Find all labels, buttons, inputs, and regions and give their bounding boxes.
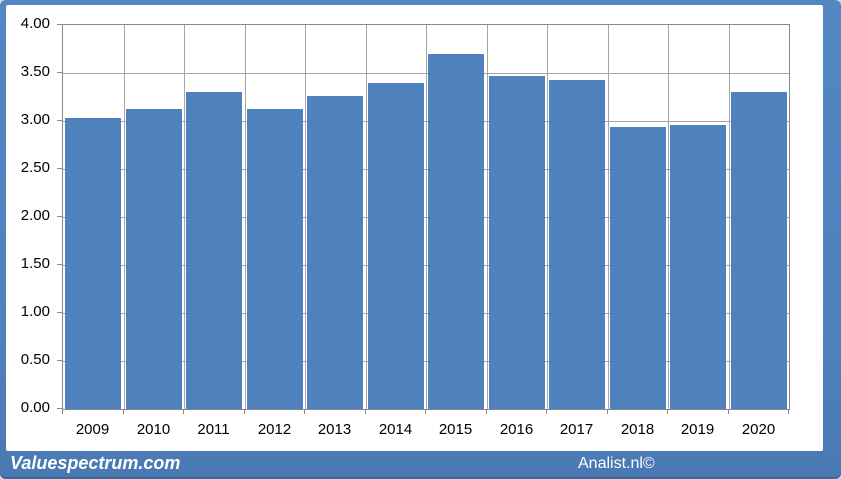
x-tick-label: 2019 [680, 421, 715, 438]
vertical-gridline [608, 25, 609, 409]
vertical-gridline [729, 25, 730, 409]
bar-2016 [488, 76, 545, 409]
vertical-gridline [426, 25, 427, 409]
x-axis-tick [304, 409, 305, 414]
x-tick-label: 2013 [317, 421, 352, 438]
bar-2018 [609, 127, 666, 409]
y-axis-tick [57, 120, 62, 121]
chart-panel: 4.00 3.50 3.00 2.50 2.00 1.50 1.00 0.50 0.00 2009… [6, 5, 823, 451]
x-tick-label: 2017 [559, 421, 594, 438]
analist-watermark: Analist.nl© [578, 455, 655, 472]
x-axis-tick [425, 409, 426, 414]
x-tick-label: 2010 [136, 421, 171, 438]
plot-area [62, 24, 790, 410]
valuespectrum-watermark: Valuespectrum.com [10, 453, 181, 473]
x-tick-label: 2020 [741, 421, 776, 438]
x-tick-label: 2016 [499, 421, 534, 438]
bar-2009 [65, 118, 122, 409]
x-axis-tick [244, 409, 245, 414]
x-axis-tick [546, 409, 547, 414]
vertical-gridline [184, 25, 185, 409]
x-axis-tick [365, 409, 366, 414]
x-axis-tick [123, 409, 124, 414]
y-axis-tick [57, 408, 62, 409]
y-tick-label: 1.00 [20, 303, 50, 320]
bar-2019 [670, 125, 727, 409]
x-tick-label: 2009 [75, 421, 110, 438]
y-tick-label: 3.50 [20, 63, 50, 80]
y-tick-label: 2.50 [20, 159, 50, 176]
y-axis-tick [57, 72, 62, 73]
bar-2013 [307, 96, 364, 409]
x-axis-tick [607, 409, 608, 414]
bar-2017 [549, 80, 606, 409]
x-axis-tick [728, 409, 729, 414]
bar-2012 [246, 109, 303, 409]
x-tick-label: 2012 [257, 421, 292, 438]
bar-2014 [367, 83, 424, 409]
x-axis-tick [183, 409, 184, 414]
y-axis-tick [57, 360, 62, 361]
y-axis-tick [57, 312, 62, 313]
y-axis-tick [57, 264, 62, 265]
y-tick-label: 2.00 [20, 207, 50, 224]
x-axis-tick [667, 409, 668, 414]
y-axis-tick [57, 168, 62, 169]
bar-2015 [428, 54, 485, 409]
vertical-gridline [245, 25, 246, 409]
x-axis-tick [62, 409, 63, 414]
vertical-gridline [124, 25, 125, 409]
y-tick-label: 4.00 [20, 15, 50, 32]
y-axis-tick [57, 24, 62, 25]
x-tick-label: 2011 [197, 421, 230, 438]
bar-2011 [186, 92, 243, 409]
x-tick-label: 2015 [438, 421, 473, 438]
y-tick-label: 1.50 [20, 255, 50, 272]
vertical-gridline [668, 25, 669, 409]
bar-2010 [125, 109, 182, 409]
x-tick-label: 2018 [620, 421, 655, 438]
y-tick-label: 3.00 [20, 111, 50, 128]
x-axis-tick [788, 409, 789, 414]
vertical-gridline [487, 25, 488, 409]
y-axis-tick [57, 216, 62, 217]
vertical-gridline [547, 25, 548, 409]
x-axis-tick [486, 409, 487, 414]
vertical-gridline [305, 25, 306, 409]
y-tick-label: 0.50 [20, 351, 50, 368]
y-tick-label: 0.00 [20, 399, 50, 416]
vertical-gridline [366, 25, 367, 409]
bar-2020 [730, 92, 787, 409]
x-tick-label: 2014 [378, 421, 413, 438]
